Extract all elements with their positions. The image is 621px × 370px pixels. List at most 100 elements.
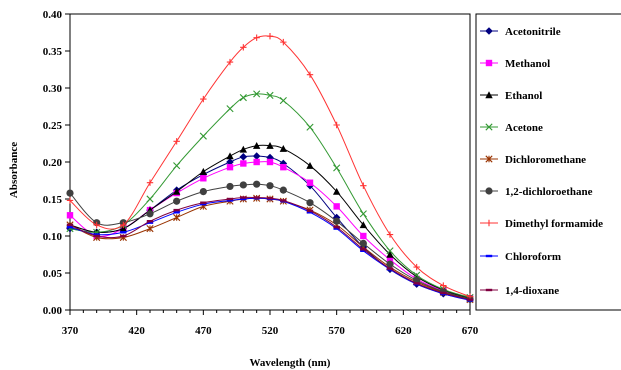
series-line — [69, 35, 471, 298]
data-point — [333, 203, 340, 210]
legend-marker — [485, 254, 493, 258]
data-point — [332, 187, 341, 195]
data-point — [359, 210, 367, 218]
y-tick-label: 0.30 — [43, 83, 63, 95]
data-point — [200, 201, 207, 204]
legend-marker — [485, 187, 493, 195]
axes: 0.00 0.05 0.10 0.15 0.20 0.25 0.30 0.35 0.40 370 4… — [43, 9, 479, 337]
data-point — [226, 163, 234, 171]
x-axis-label: Wavelength (nm) — [250, 357, 331, 369]
data-point — [253, 158, 260, 166]
legend-marker — [485, 155, 493, 163]
data-point — [280, 38, 287, 46]
legend: Acetonitrile Methanol Ethanol Acetone Dichlo… — [475, 13, 621, 311]
legend-label: Methanol — [505, 58, 550, 70]
data-point — [333, 164, 341, 172]
y-tick-label: 0.00 — [43, 305, 63, 317]
legend-marker — [485, 123, 493, 131]
data-point — [359, 239, 367, 247]
data-point — [172, 187, 181, 195]
data-point — [200, 95, 207, 103]
data-point — [386, 231, 394, 238]
y-tick-label: 0.35 — [43, 46, 63, 58]
data-point — [146, 225, 154, 233]
y-tick-label: 0.20 — [43, 157, 63, 169]
legend-item: Ethanol — [480, 90, 542, 102]
data-point — [306, 209, 314, 213]
data-point — [226, 199, 234, 202]
legend-label: Chloroform — [505, 251, 561, 263]
legend-label: Dichloromethane — [505, 154, 586, 166]
data-point — [226, 152, 234, 160]
legend-item: Acetone — [480, 122, 543, 134]
series-1-4-dioxane — [66, 196, 474, 301]
data-point — [413, 271, 421, 279]
data-point — [360, 232, 367, 240]
data-point — [199, 132, 207, 140]
data-point — [279, 159, 288, 168]
data-point — [333, 121, 340, 129]
legend-item: Methanol — [480, 58, 550, 70]
data-point — [66, 189, 74, 197]
data-point — [226, 182, 234, 191]
data-point — [146, 195, 154, 203]
x-tick-label: 570 — [328, 325, 345, 337]
data-point — [253, 34, 260, 41]
data-point — [333, 225, 340, 229]
data-point — [226, 197, 234, 201]
x-tick-label: 670 — [462, 325, 479, 337]
data-point — [360, 182, 367, 189]
data-point — [386, 260, 394, 268]
data-point — [120, 231, 127, 234]
data-point — [146, 221, 154, 224]
data-point — [279, 96, 287, 105]
data-point — [240, 197, 247, 201]
data-point — [226, 158, 234, 166]
data-point — [266, 182, 274, 190]
data-point — [240, 44, 247, 51]
legend-marker — [485, 91, 493, 99]
data-point — [226, 58, 234, 66]
data-point — [239, 153, 248, 161]
data-point — [280, 199, 287, 202]
data-point — [252, 142, 261, 149]
legend-label: 1,2-dichloroethane — [505, 186, 593, 198]
data-point — [266, 142, 274, 149]
data-point — [240, 196, 247, 199]
data-point — [120, 234, 127, 238]
series-layer — [66, 33, 474, 304]
data-point — [252, 152, 261, 160]
data-point — [120, 221, 127, 229]
data-point — [66, 197, 74, 204]
data-point — [386, 256, 394, 263]
data-point — [173, 197, 181, 205]
data-point — [240, 160, 247, 167]
data-point — [66, 212, 74, 219]
y-tick-label: 0.25 — [43, 120, 63, 132]
data-point — [146, 179, 154, 186]
series-1-2-dichloroethane — [66, 180, 474, 303]
y-tick-label: 0.15 — [43, 194, 63, 206]
data-point — [146, 220, 154, 223]
legend-marker — [485, 219, 493, 227]
data-point — [93, 234, 100, 238]
data-point — [333, 217, 341, 225]
legend-label: 1,4-dioxane — [505, 285, 559, 297]
data-point — [146, 210, 154, 218]
data-point — [413, 282, 420, 285]
data-point — [173, 138, 180, 145]
y-tick-label: 0.40 — [43, 9, 63, 21]
legend-label: Dimethyl formamide — [505, 218, 603, 230]
data-point — [173, 208, 180, 212]
legend-marker — [485, 27, 493, 35]
data-point — [386, 250, 394, 258]
data-point — [266, 158, 274, 166]
y-axis-label: Absorbance — [8, 142, 20, 198]
data-point — [253, 196, 260, 199]
data-point — [360, 248, 367, 251]
data-point — [306, 71, 314, 78]
data-point — [306, 199, 314, 207]
data-point — [239, 94, 247, 102]
data-point — [173, 213, 181, 222]
